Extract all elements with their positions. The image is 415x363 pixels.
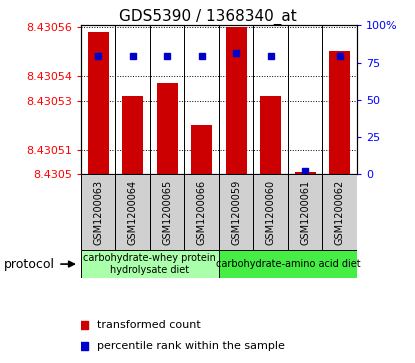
Text: GSM1200066: GSM1200066: [197, 180, 207, 245]
Text: GSM1200059: GSM1200059: [231, 180, 241, 245]
Text: GSM1200062: GSM1200062: [334, 180, 344, 245]
Bar: [150, 174, 184, 250]
Text: GDS5390 / 1368340_at: GDS5390 / 1368340_at: [119, 9, 296, 25]
Bar: [219, 174, 254, 250]
Text: GSM1200060: GSM1200060: [266, 180, 276, 245]
Text: GSM1200064: GSM1200064: [128, 180, 138, 245]
Bar: [322, 174, 357, 250]
Bar: [88, 32, 109, 174]
Text: protocol: protocol: [4, 258, 55, 270]
Bar: [81, 174, 115, 250]
Bar: [191, 125, 212, 174]
Text: transformed count: transformed count: [98, 321, 201, 330]
Bar: [81, 250, 219, 278]
Bar: [122, 95, 143, 174]
Bar: [219, 250, 357, 278]
Bar: [254, 174, 288, 250]
Bar: [184, 174, 219, 250]
Text: GSM1200061: GSM1200061: [300, 180, 310, 245]
Text: carbohydrate-whey protein
hydrolysate diet: carbohydrate-whey protein hydrolysate di…: [83, 253, 216, 275]
Bar: [226, 27, 247, 174]
Text: percentile rank within the sample: percentile rank within the sample: [98, 341, 286, 351]
Text: carbohydrate-amino acid diet: carbohydrate-amino acid diet: [216, 259, 360, 269]
Text: GSM1200065: GSM1200065: [162, 180, 172, 245]
Bar: [288, 174, 322, 250]
Text: GSM1200063: GSM1200063: [93, 180, 103, 245]
Bar: [295, 172, 315, 174]
Bar: [260, 95, 281, 174]
Bar: [157, 83, 178, 174]
Bar: [330, 52, 350, 174]
Bar: [115, 174, 150, 250]
